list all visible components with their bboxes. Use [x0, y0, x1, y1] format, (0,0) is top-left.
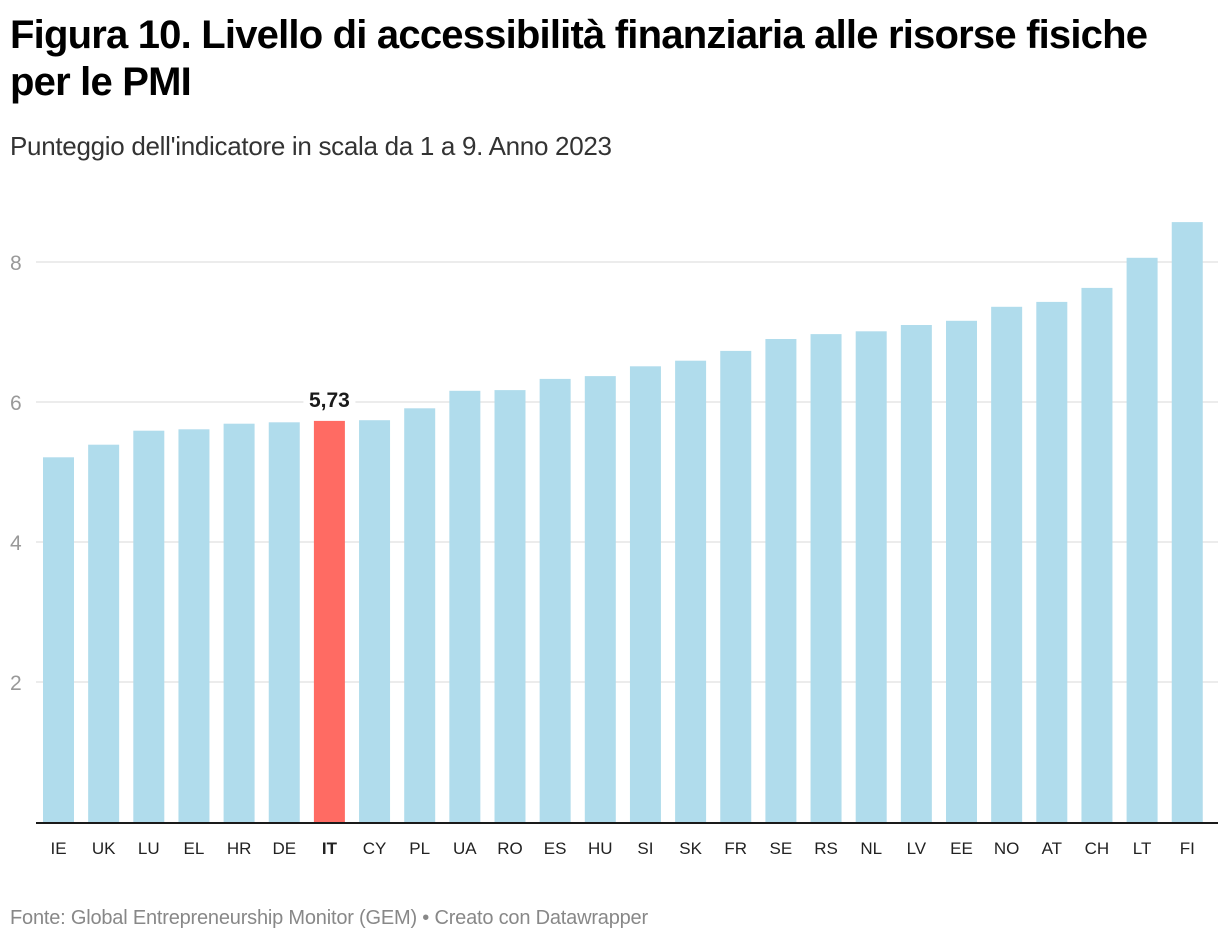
bar-lv [900, 325, 932, 822]
bars [43, 222, 1203, 823]
bar-uk [88, 444, 120, 822]
x-tick-label: SI [637, 839, 653, 858]
source-footer: Fonte: Global Entrepreneurship Monitor (… [10, 907, 648, 929]
x-tick-label: SK [679, 839, 702, 858]
x-tick-label: AT [1042, 839, 1062, 858]
bar-fr [720, 350, 752, 822]
x-tick-label: CY [363, 839, 387, 858]
y-axis-ticks: 2 4 6 8 [10, 252, 22, 695]
x-tick-label: FR [724, 839, 747, 858]
bar-no [991, 306, 1023, 822]
value-label-it: 5,73 [309, 389, 350, 412]
x-tick-label: NL [860, 839, 882, 858]
bar-pl [404, 408, 436, 822]
x-tick-label: ES [544, 839, 567, 858]
bar-si [629, 366, 661, 822]
bar-it [313, 420, 345, 822]
x-tick-label: SE [770, 839, 793, 858]
x-tick-label: LU [138, 839, 160, 858]
y-tick-label: 2 [10, 672, 22, 695]
value-labels: 5,73 [303, 384, 356, 412]
bar-lt [1126, 257, 1158, 822]
x-tick-label: HU [588, 839, 613, 858]
x-tick-label: NO [994, 839, 1020, 858]
value-label-background [303, 384, 356, 411]
chart-subtitle: Punteggio dell'indicatore in scala da 1 … [10, 131, 612, 161]
bar-se [765, 339, 797, 822]
x-axis-ticks: IE UK LU EL HR DE IT CY PL UA RO ES HU SI SK FR SE RS NL LV… [50, 839, 1194, 858]
x-tick-label: UK [92, 839, 116, 858]
x-tick-label: LT [1133, 839, 1152, 858]
bar-hr [223, 423, 255, 822]
x-tick-label: RS [814, 839, 838, 858]
x-tick-label: CH [1085, 839, 1110, 858]
bar-es [539, 378, 571, 822]
bar-rs [810, 334, 842, 822]
x-tick-label: PL [409, 839, 430, 858]
x-tick-label: IE [50, 839, 66, 858]
bar-fi [1171, 222, 1203, 823]
x-tick-label: IT [322, 839, 338, 858]
bar-de [268, 422, 300, 822]
x-tick-label: EE [950, 839, 973, 858]
bar-ee [946, 320, 977, 822]
bar-nl [855, 331, 887, 822]
x-tick-label: HR [227, 839, 252, 858]
bar-el [178, 429, 210, 822]
x-tick-label: UA [453, 839, 477, 858]
bar-at [1036, 301, 1068, 822]
x-tick-label: EL [184, 839, 205, 858]
bar-ro [494, 390, 526, 822]
bar-sk [675, 360, 707, 822]
y-tick-label: 8 [10, 252, 22, 275]
bar-ie [43, 457, 74, 822]
x-tick-label: DE [272, 839, 296, 858]
bar-lu [133, 430, 165, 822]
bar-ch [1081, 287, 1113, 822]
bar-cy [359, 420, 391, 822]
x-tick-label: LV [907, 839, 927, 858]
y-tick-label: 6 [10, 392, 22, 415]
bar-ua [449, 390, 481, 822]
bar-hu [584, 376, 616, 822]
x-tick-label: FI [1180, 839, 1195, 858]
chart-title: Figura 10. Livello di accessibilità fina… [10, 13, 1148, 104]
y-tick-label: 4 [10, 532, 22, 555]
x-tick-label: RO [497, 839, 523, 858]
